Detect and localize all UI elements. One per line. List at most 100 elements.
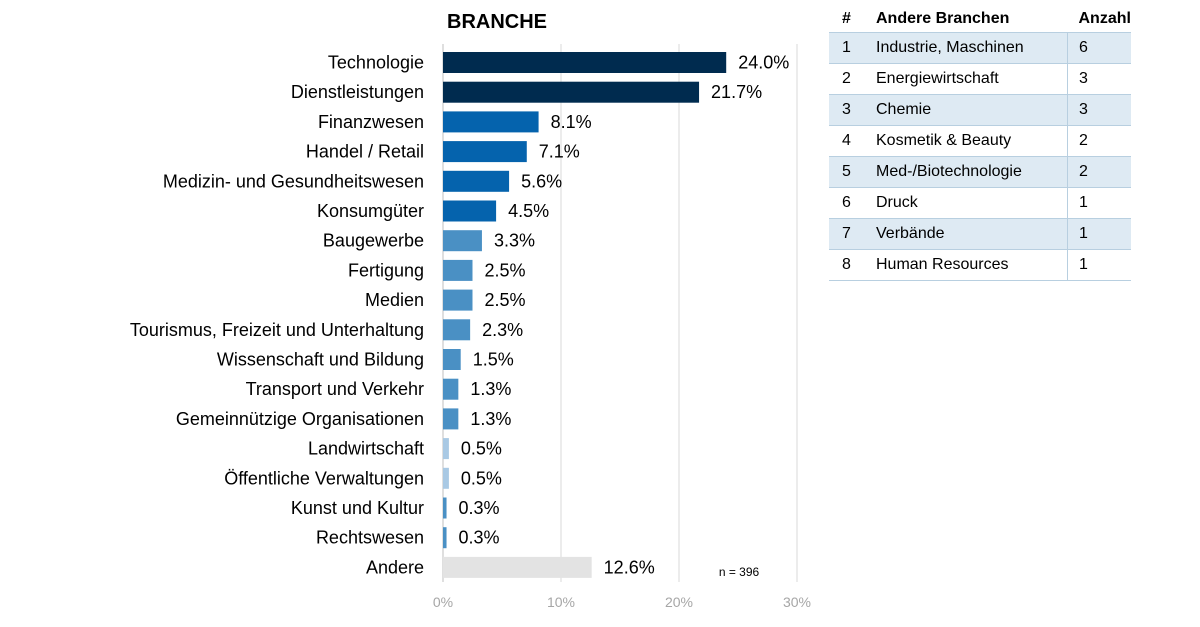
bar — [443, 170, 510, 192]
row-industry: Energiewirtschaft — [864, 63, 1068, 95]
labels: 0% 10% 20% 30% Technologie 24.0% Dienstleistun… — [130, 53, 811, 611]
bar — [443, 289, 473, 311]
row-count: 1 — [1067, 249, 1131, 281]
category-label: Gemeinnützige Organisationen — [176, 409, 424, 429]
bar — [443, 200, 497, 222]
bar — [443, 230, 482, 252]
value-label: 0.5% — [461, 468, 502, 488]
row-industry: Med-/Biotechnologie — [864, 156, 1068, 188]
row-number: 4 — [829, 125, 864, 157]
table-row: 8 Human Resources 1 — [829, 249, 1131, 281]
category-label: Transport und Verkehr — [246, 379, 424, 399]
row-count: 2 — [1067, 125, 1131, 157]
category-label: Baugewerbe — [323, 231, 424, 251]
x-tick-label: 0% — [433, 594, 453, 610]
value-label: 8.1% — [551, 112, 592, 132]
category-label: Landwirtschaft — [308, 439, 424, 459]
value-label: 1.3% — [470, 379, 511, 399]
header-other-industries: Andere Branchen — [876, 10, 1010, 27]
value-label: 0.3% — [459, 498, 500, 518]
row-industry: Industrie, Maschinen — [864, 32, 1068, 64]
category-label: Öffentliche Verwaltungen — [224, 468, 424, 488]
category-label: Tourismus, Freizeit und Unterhaltung — [130, 320, 424, 340]
bar — [443, 81, 700, 103]
category-label: Finanzwesen — [318, 112, 424, 132]
row-number: 7 — [829, 218, 864, 250]
value-label: 0.5% — [461, 439, 502, 459]
table-header-row: # Andere Branchen Anzahl — [829, 6, 1131, 33]
header-count: Anzahl — [1078, 10, 1131, 27]
bar — [443, 378, 459, 400]
row-number: 3 — [829, 94, 864, 126]
bar — [443, 141, 527, 163]
category-label: Andere — [366, 557, 424, 577]
value-label: 12.6% — [604, 557, 655, 577]
table-row: 7 Verbände 1 — [829, 218, 1131, 250]
x-tick-label: 30% — [783, 594, 811, 610]
value-label: 1.3% — [470, 409, 511, 429]
category-label: Wissenschaft und Bildung — [217, 350, 424, 370]
category-label: Konsumgüter — [317, 201, 424, 221]
category-label: Kunst und Kultur — [291, 498, 424, 518]
value-label: 2.5% — [485, 260, 526, 280]
category-label: Medizin- und Gesundheitswesen — [163, 171, 424, 191]
other-industries-table: # Andere Branchen Anzahl 1 Industrie, Mas… — [829, 6, 1131, 281]
chart-title: BRANCHE — [447, 11, 547, 33]
value-label: 2.3% — [482, 320, 523, 340]
row-industry: Chemie — [864, 94, 1068, 126]
header-number: # — [842, 10, 851, 27]
grid-lines — [442, 44, 798, 582]
row-number: 1 — [829, 32, 864, 64]
table-row: 1 Industrie, Maschinen 6 — [829, 32, 1131, 64]
category-label: Fertigung — [348, 260, 424, 280]
category-label: Rechtswesen — [316, 528, 424, 548]
bar — [443, 111, 539, 133]
value-label: 0.3% — [459, 528, 500, 548]
bars — [443, 52, 727, 578]
value-label: 3.3% — [494, 231, 535, 251]
value-label: 5.6% — [521, 171, 562, 191]
table-row: 2 Energiewirtschaft 3 — [829, 63, 1131, 95]
bar — [443, 349, 461, 370]
row-number: 5 — [829, 156, 864, 188]
bar — [443, 259, 473, 281]
value-label: 7.1% — [539, 142, 580, 162]
row-count: 6 — [1067, 32, 1131, 64]
bar — [443, 52, 727, 73]
row-count: 2 — [1067, 156, 1131, 188]
row-number: 8 — [829, 249, 864, 281]
row-industry: Kosmetik & Beauty — [864, 125, 1068, 157]
row-industry: Druck — [864, 187, 1068, 219]
value-label: 4.5% — [508, 201, 549, 221]
table-row: 5 Med-/Biotechnologie 2 — [829, 156, 1131, 188]
category-label: Technologie — [328, 53, 424, 73]
table-row: 6 Druck 1 — [829, 187, 1131, 219]
category-label: Handel / Retail — [306, 142, 424, 162]
row-count: 3 — [1067, 63, 1131, 95]
row-number: 2 — [829, 63, 864, 95]
sample-size-note: n = 396 — [719, 565, 760, 579]
bar — [443, 408, 459, 430]
row-number: 6 — [829, 187, 864, 219]
table-row: 3 Chemie 3 — [829, 94, 1131, 126]
bar — [443, 438, 449, 460]
row-count: 1 — [1067, 187, 1131, 219]
value-label: 1.5% — [473, 350, 514, 370]
value-label: 24.0% — [738, 53, 789, 73]
table-row: 4 Kosmetik & Beauty 2 — [829, 125, 1131, 157]
bar — [443, 319, 471, 341]
row-industry: Verbände — [864, 218, 1068, 250]
row-count: 1 — [1067, 218, 1131, 250]
category-label: Medien — [365, 290, 424, 310]
x-tick-label: 20% — [665, 594, 693, 610]
value-label: 21.7% — [711, 82, 762, 102]
value-label: 2.5% — [485, 290, 526, 310]
bar — [443, 497, 447, 519]
row-industry: Human Resources — [864, 249, 1068, 281]
bar — [443, 556, 592, 578]
bar — [443, 527, 447, 549]
bar — [443, 467, 449, 489]
row-count: 3 — [1067, 94, 1131, 126]
category-label: Dienstleistungen — [291, 82, 424, 102]
x-tick-label: 10% — [547, 594, 575, 610]
